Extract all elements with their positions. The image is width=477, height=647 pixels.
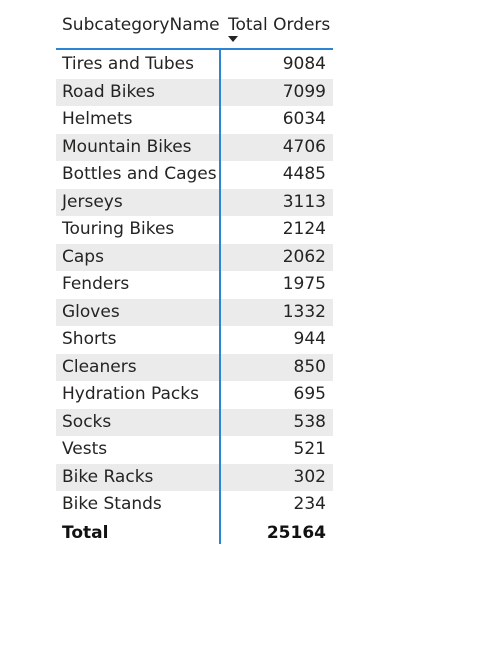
total-orders-cell: 9084: [282, 54, 326, 74]
total-orders-cell: 944: [293, 329, 326, 349]
subcategory-name-cell: Shorts: [62, 329, 117, 349]
table-row[interactable]: Bike Stands 234: [56, 491, 333, 519]
table-row[interactable]: Cleaners 850: [56, 353, 333, 381]
table-row[interactable]: Bottles and Cages 4485: [56, 161, 333, 189]
total-orders-cell: 1332: [282, 301, 326, 322]
table-row[interactable]: Road Bikes 7099: [56, 78, 333, 106]
subcategory-name-cell: Tires and Tubes: [62, 54, 194, 74]
total-orders-cell: 2124: [282, 219, 326, 239]
subcategory-name-cell: Fenders: [62, 274, 130, 294]
subcategory-name-cell: Touring Bikes: [62, 219, 175, 239]
table-header: SubcategoryName Total Orders: [56, 8, 333, 50]
subcategory-name-cell: Helmets: [62, 109, 133, 129]
total-orders-cell: 695: [293, 384, 326, 404]
table-row[interactable]: Jerseys 3113: [56, 188, 333, 216]
total-row: Total 25164: [56, 519, 333, 547]
table-row[interactable]: Vests 521: [56, 436, 333, 464]
table-body: Tires and Tubes 9084 Road Bikes 7099 Helmets…: [56, 50, 333, 519]
column-header-subcategoryname[interactable]: SubcategoryName: [62, 15, 220, 35]
table-row[interactable]: Caps 2062: [56, 243, 333, 271]
subcategory-name-cell: Bike Stands: [62, 494, 162, 514]
total-orders-cell: 850: [293, 356, 326, 377]
subcategory-name-cell: Vests: [62, 439, 108, 459]
total-orders-cell: 538: [293, 411, 326, 432]
total-orders-cell: 4706: [282, 136, 326, 157]
table-row[interactable]: Helmets 6034: [56, 106, 333, 134]
column-header-total-orders[interactable]: Total Orders: [228, 15, 331, 35]
total-orders-cell: 4485: [282, 164, 326, 184]
table-row[interactable]: Tires and Tubes 9084: [56, 51, 333, 79]
table-row[interactable]: Fenders 1975: [56, 271, 333, 299]
table-row[interactable]: Mountain Bikes 4706: [56, 133, 333, 161]
subcategory-name-cell: Hydration Packs: [62, 384, 199, 404]
total-orders-cell: 3113: [282, 191, 326, 212]
total-value: 25164: [266, 522, 326, 543]
column-divider: [219, 50, 221, 544]
table-visual: SubcategoryName Total Orders Tires and T…: [56, 8, 333, 547]
subcategory-name-cell: Road Bikes: [62, 81, 156, 102]
subcategory-name-cell: Caps: [62, 246, 104, 267]
total-orders-cell: 302: [293, 466, 326, 487]
subcategory-name-cell: Jerseys: [62, 191, 123, 212]
total-orders-cell: 6034: [282, 109, 326, 129]
table-row[interactable]: Gloves 1332: [56, 298, 333, 326]
total-orders-cell: 7099: [282, 81, 326, 102]
subcategory-name-cell: Bike Racks: [62, 466, 154, 487]
subcategory-name-cell: Socks: [62, 411, 112, 432]
subcategory-name-cell: Mountain Bikes: [62, 136, 192, 157]
total-orders-cell: 234: [293, 494, 326, 514]
total-orders-cell: 521: [293, 439, 326, 459]
total-orders-cell: 1975: [282, 274, 326, 294]
total-label: Total: [62, 522, 109, 543]
subcategory-name-cell: Bottles and Cages: [62, 164, 217, 184]
subcategory-name-cell: Gloves: [62, 301, 120, 322]
total-orders-cell: 2062: [282, 246, 326, 267]
table-row[interactable]: Hydration Packs 695: [56, 381, 333, 409]
table-row[interactable]: Touring Bikes 2124: [56, 216, 333, 244]
subcategory-name-cell: Cleaners: [62, 356, 137, 377]
table-row[interactable]: Socks 538: [56, 408, 333, 436]
sort-descending-icon[interactable]: [228, 36, 238, 42]
table-row[interactable]: Bike Racks 302: [56, 463, 333, 491]
table-row[interactable]: Shorts 944: [56, 326, 333, 354]
